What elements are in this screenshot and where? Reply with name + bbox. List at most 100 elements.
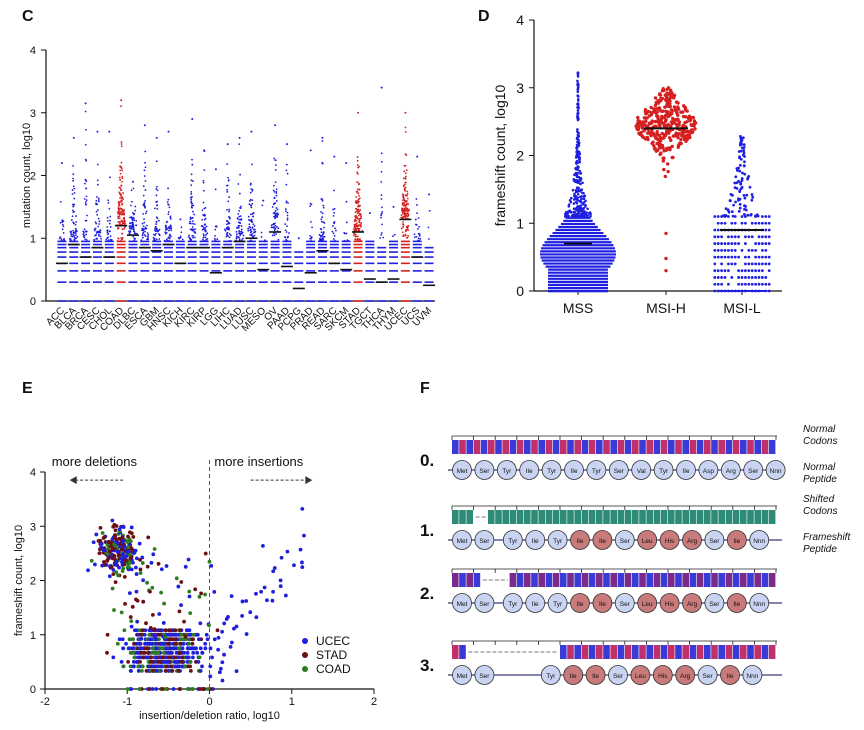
e-point bbox=[131, 659, 136, 664]
c-point bbox=[238, 192, 241, 195]
d-point bbox=[716, 228, 720, 232]
e-point bbox=[283, 593, 288, 598]
c-point bbox=[322, 232, 325, 235]
c-point bbox=[414, 223, 417, 226]
f-amino-acid bbox=[592, 530, 613, 550]
d-point bbox=[724, 207, 728, 211]
f-amino-acid-label: Ser bbox=[709, 538, 720, 545]
c-point bbox=[85, 159, 88, 162]
c-point bbox=[156, 208, 159, 210]
c-point bbox=[261, 204, 264, 207]
e-point bbox=[131, 560, 135, 565]
f-base bbox=[531, 573, 538, 587]
c-point bbox=[247, 229, 250, 232]
c-point bbox=[95, 237, 98, 240]
e-point bbox=[156, 650, 161, 655]
c-point bbox=[129, 216, 131, 219]
d-point bbox=[744, 235, 747, 239]
c-point bbox=[333, 155, 336, 158]
f-amino-acid bbox=[586, 460, 607, 480]
e-point bbox=[141, 655, 146, 660]
c-point bbox=[333, 234, 336, 237]
e-point bbox=[128, 615, 133, 619]
c-point bbox=[118, 176, 121, 179]
d-point bbox=[582, 201, 586, 204]
c-point bbox=[96, 203, 99, 206]
f-amino-acid-label: Ser bbox=[614, 468, 625, 475]
c-point bbox=[249, 191, 252, 194]
f-amino-acid-label: Ser bbox=[479, 673, 490, 680]
d-point bbox=[723, 221, 727, 225]
e-point bbox=[164, 664, 169, 669]
c-point bbox=[277, 227, 280, 230]
d-point bbox=[578, 176, 582, 180]
f-base bbox=[653, 645, 661, 659]
c-point bbox=[202, 214, 204, 216]
d-point bbox=[746, 213, 750, 217]
c-point bbox=[356, 156, 359, 158]
c-point bbox=[354, 211, 357, 214]
e-point bbox=[129, 525, 134, 530]
c-point bbox=[273, 196, 276, 199]
c-point bbox=[117, 240, 119, 242]
d-point bbox=[723, 242, 727, 245]
d-point bbox=[654, 149, 658, 153]
e-legend-marker bbox=[302, 638, 308, 644]
f-right-label: Codons bbox=[803, 506, 837, 517]
c-point bbox=[204, 227, 207, 229]
c-point bbox=[120, 195, 122, 197]
d-point bbox=[657, 123, 662, 127]
d-point bbox=[739, 181, 743, 185]
c-point bbox=[333, 189, 335, 192]
f-base bbox=[495, 510, 502, 524]
f-base bbox=[560, 440, 567, 454]
d-point bbox=[667, 146, 671, 150]
e-point bbox=[143, 641, 147, 646]
c-point bbox=[95, 232, 98, 234]
d-point bbox=[757, 242, 761, 245]
e-point bbox=[177, 687, 182, 691]
e-point bbox=[176, 669, 181, 673]
f-base bbox=[675, 573, 682, 587]
d-point bbox=[735, 186, 739, 190]
e-point bbox=[105, 650, 109, 655]
e-point bbox=[220, 660, 225, 665]
c-point bbox=[155, 221, 158, 223]
c-point bbox=[228, 233, 231, 235]
c-point bbox=[251, 163, 253, 166]
c-point bbox=[106, 220, 109, 222]
d-point bbox=[572, 207, 576, 211]
c-point bbox=[319, 228, 322, 230]
c-point bbox=[309, 149, 312, 152]
d-point bbox=[685, 109, 689, 113]
e-point bbox=[156, 561, 161, 566]
c-point bbox=[401, 203, 404, 206]
d-y-tick-label: 3 bbox=[516, 80, 524, 96]
e-annotation-right: more insertions bbox=[214, 454, 303, 469]
f-base bbox=[675, 510, 682, 524]
c-point bbox=[82, 235, 85, 237]
c-point bbox=[97, 230, 99, 233]
c-point bbox=[94, 221, 97, 224]
e-point bbox=[206, 687, 210, 691]
c-point bbox=[167, 203, 169, 206]
c-point bbox=[406, 215, 409, 218]
d-point bbox=[574, 188, 578, 192]
d-point bbox=[738, 163, 742, 167]
f-base bbox=[761, 645, 769, 659]
c-point bbox=[239, 218, 241, 221]
e-point bbox=[111, 572, 116, 577]
e-point bbox=[96, 539, 101, 543]
d-point bbox=[767, 242, 771, 245]
d-point bbox=[675, 124, 679, 128]
c-point bbox=[70, 235, 73, 237]
c-point bbox=[277, 238, 280, 241]
e-point bbox=[115, 540, 120, 545]
f-right-label: Normal bbox=[803, 424, 836, 435]
e-point bbox=[101, 536, 106, 540]
e-point bbox=[91, 540, 96, 545]
d-point bbox=[730, 262, 734, 266]
f-amino-acid bbox=[452, 530, 472, 550]
c-point bbox=[120, 145, 123, 148]
c-point bbox=[286, 172, 289, 175]
